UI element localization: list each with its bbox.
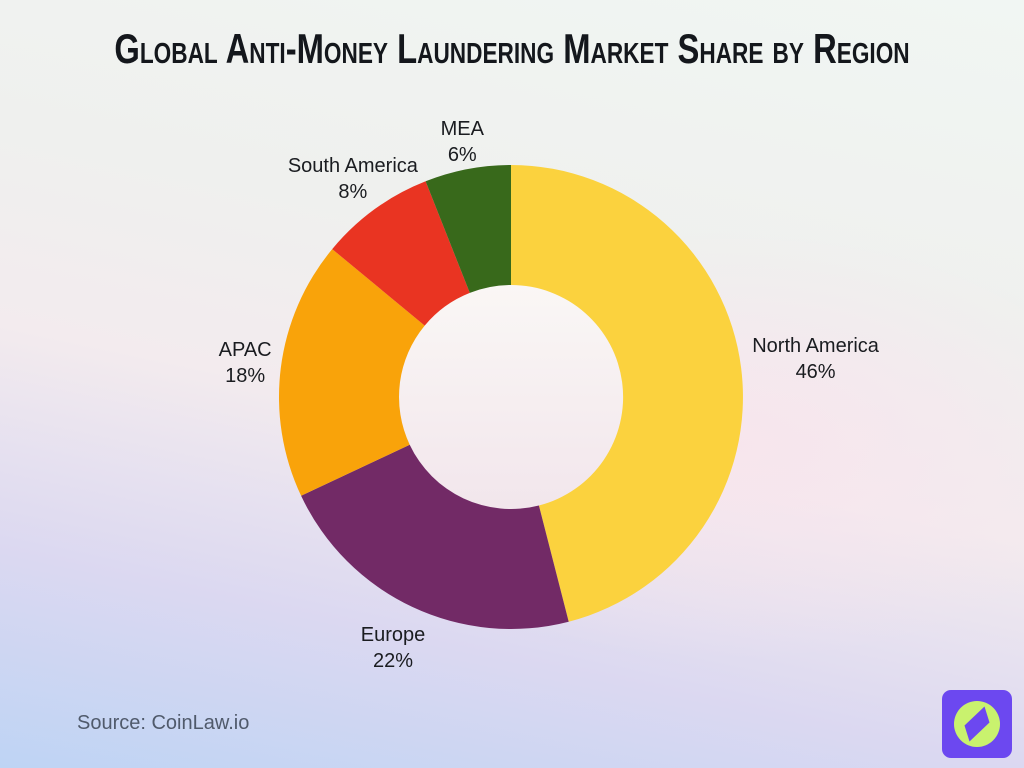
source-attribution: Source: CoinLaw.io — [77, 712, 250, 734]
donut-slice-south-america — [332, 181, 470, 326]
slice-label-value: 18% — [225, 365, 266, 388]
slice-label-south-america: South America 8% — [288, 153, 418, 205]
slice-label-apac: APAC 18% — [219, 337, 272, 389]
slice-label-name: APAC — [218, 339, 272, 362]
slice-label-name: South America — [287, 155, 418, 178]
slice-label-value: 6% — [447, 143, 477, 166]
slice-label-north-america: North America 46% — [752, 333, 879, 385]
coinlaw-logo — [942, 690, 1012, 758]
compass-icon — [954, 701, 1000, 747]
slice-label-value: 8% — [338, 181, 368, 204]
donut-slice-apac — [278, 249, 425, 496]
slice-label-value: 46% — [795, 360, 836, 383]
donut-slice-europe — [301, 444, 569, 629]
slice-label-name: Europe — [360, 623, 426, 646]
chart-title: Global Anti-Money Laundering Market Shar… — [114, 25, 910, 72]
slice-label-name: North America — [752, 334, 879, 357]
donut-hole — [399, 285, 623, 509]
slice-label-europe: Europe 22% — [361, 622, 426, 674]
donut-slice-mea — [425, 165, 511, 293]
donut-slice-north-america — [511, 165, 743, 622]
slice-label-name: MEA — [440, 117, 484, 140]
slice-label-value: 22% — [373, 649, 414, 672]
slice-label-mea: MEA 6% — [441, 116, 484, 168]
donut-slices — [278, 165, 743, 629]
